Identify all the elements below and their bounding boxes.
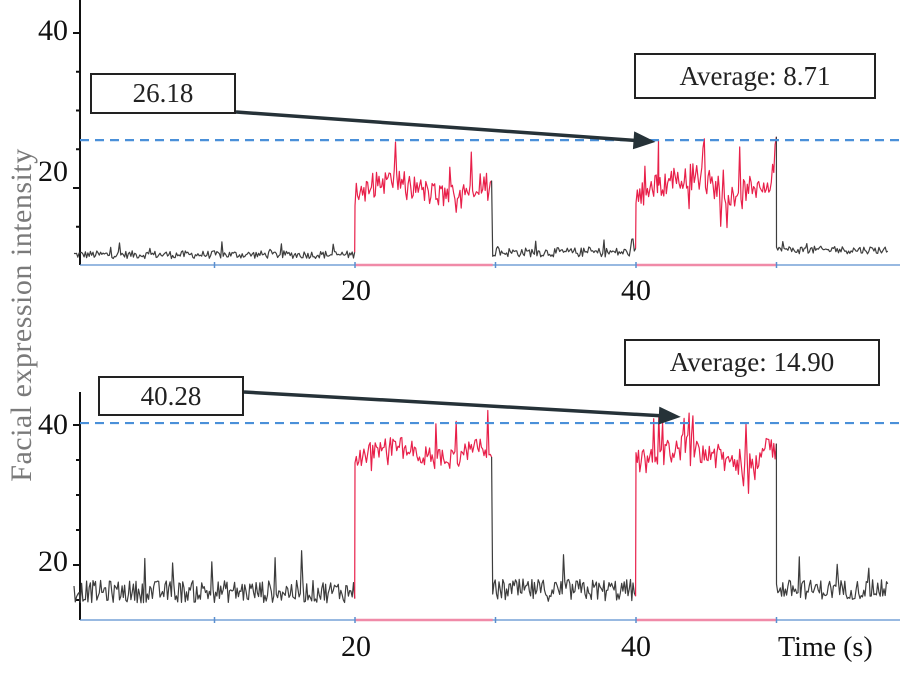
top-series-active-3 [635,136,777,249]
bottom-peak-label: 40.28 [98,376,244,416]
top-x-tick-20: 20 [341,274,371,307]
bottom-series-active-1 [354,409,493,599]
bottom-x-tick-20: 20 [341,630,371,663]
x-axis-title: Time (s) [778,632,873,663]
top-series-baseline-0 [73,241,356,260]
bottom-average-label: Average: 14.90 [624,339,880,386]
top-x-tick-40: 40 [621,274,651,307]
top-y-tick-40: 40 [38,14,68,47]
bottom-y-tick-20: 20 [38,545,68,578]
top-y-tick-20: 20 [38,155,68,188]
bottom-series-baseline-0 [73,550,356,604]
top-annotation-arrow [235,110,640,143]
top-series-baseline-2 [491,180,637,258]
bottom-x-tick-40: 40 [621,630,651,663]
bottom-series-active-3 [635,412,777,597]
top-annotation-arrowhead [632,131,656,150]
top-average-label: Average: 8.71 [634,53,876,99]
bottom-y-tick-40: 40 [38,408,68,441]
top-series-baseline-4 [775,136,889,255]
top-series-active-1 [354,141,493,253]
top-peak-label: 26.18 [90,73,236,114]
bottom-annotation-arrowhead [658,406,681,425]
bottom-annotation-arrow [243,390,665,418]
bottom-series-baseline-4 [775,443,889,600]
bottom-series-baseline-2 [491,456,637,602]
